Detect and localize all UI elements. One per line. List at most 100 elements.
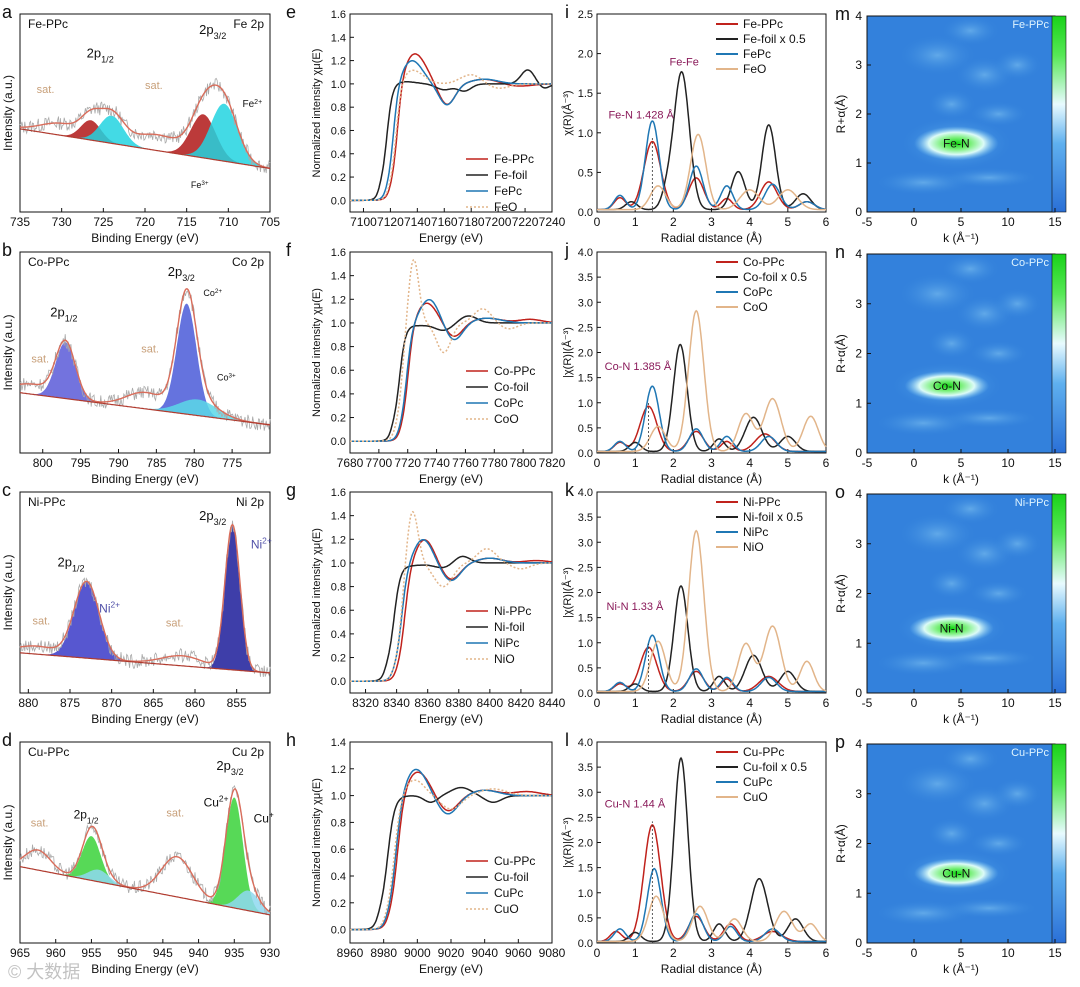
heatmap-texture [942, 648, 1037, 669]
x-tick-label: 3 [708, 946, 715, 960]
xps-peak-label: sat. [166, 807, 184, 819]
y-axis-label: |χ(R)|(Å⁻³) [561, 567, 574, 618]
panel-letter: a [2, 2, 13, 22]
x-tick-label: -5 [862, 456, 873, 470]
x-axis-label: Radial distance (Å) [661, 471, 762, 486]
x-tick-label: 8440 [539, 696, 566, 710]
y-tick-label: 1.0 [578, 398, 593, 410]
x-axis-label: Binding Energy (eV) [91, 231, 198, 245]
y-tick-label: 1.5 [578, 88, 593, 100]
x-tick-label: 930 [260, 946, 280, 960]
y-tick-label: 0.6 [331, 125, 346, 137]
y-tick-label: 0.8 [331, 102, 346, 114]
panel-j: 0 1 2 3 4 5 6 0.0 0.5 1.0 1.5 2.0 2.5 3.0 3.5 4.0 j Radia… [561, 240, 830, 486]
y-tick-label: 1 [855, 886, 862, 900]
ft-line-NiO [597, 529, 827, 693]
panel-h: 8960 8980 9000 9020 9040 9060 9080 0.0 0.2 0.4 0.6… [286, 730, 566, 976]
x-tick-label: 720 [135, 215, 155, 229]
x-tick-label: 0 [911, 696, 918, 710]
y-axis-label: Normalized intensity χμ(E) [311, 528, 323, 657]
x-tick-label: 6 [823, 946, 830, 960]
xanes-line-CoO [350, 258, 552, 442]
x-tick-label: 945 [153, 946, 173, 960]
legend-label: FeO [494, 200, 517, 214]
x-tick-label: 9000 [404, 946, 431, 960]
y-tick-label: 0.2 [331, 898, 346, 910]
y-tick-label: 0 [855, 686, 862, 700]
y-tick-label: 1.2 [331, 56, 346, 68]
xps-peak-label: 2p3/2 [168, 264, 195, 283]
x-tick-label: 7140 [404, 215, 431, 229]
y-axis-label: Normalized intensity χμ(E) [311, 49, 323, 178]
panel-e: 7100 7120 7140 7160 7180 7200 7220 7240 0.0 0.2 0.… [286, 2, 566, 245]
x-tick-label: 0 [911, 215, 918, 229]
heatmap-texture [928, 568, 976, 599]
panel-letter: n [835, 242, 845, 262]
heatmap-texture [970, 581, 1027, 606]
y-tick-label: 1.6 [331, 9, 346, 21]
legend-label: Cu-foil x 0.5 [743, 760, 807, 774]
x-tick-label: 8420 [508, 696, 535, 710]
legend-label: Fe-PPc [743, 17, 783, 31]
x-tick-label: 15 [1048, 696, 1062, 710]
x-tick-label: 1 [632, 946, 639, 960]
legend-label: Co-PPc [743, 255, 784, 269]
x-tick-label: 7160 [431, 215, 458, 229]
ft-annotation: Fe-N 1.428 Å [608, 109, 674, 122]
y-tick-label: 2.5 [578, 562, 593, 574]
xps-peak-label: 2p1/2 [58, 554, 85, 573]
x-tick-label: 730 [52, 215, 72, 229]
xanes-line-Cu-PPc [350, 771, 553, 931]
legend-label: Cu-PPc [494, 854, 535, 868]
heatmap-texture [942, 167, 1037, 188]
legend-label: CuPc [743, 775, 772, 789]
legend-label: FePc [494, 184, 522, 198]
y-axis-label: R+α(Å) [833, 95, 848, 134]
heatmap-texture [970, 341, 1027, 366]
panel-l: 0 1 2 3 4 5 6 0.0 0.5 1.0 1.5 2.0 2.5 3.0 3.5 4.0 l Radia… [561, 730, 830, 976]
xps-peak-label: Fe2+ [243, 99, 263, 111]
xps-peak-label: Ni2+ [99, 600, 120, 616]
xps-peak-fill [20, 525, 270, 673]
x-tick-label: 710 [218, 215, 238, 229]
y-tick-label: 2.5 [578, 812, 593, 824]
heatmap-sample-label: Ni-PPc [1015, 497, 1050, 509]
x-tick-label: 10 [1001, 456, 1015, 470]
x-tick-label: 705 [260, 215, 280, 229]
y-tick-label: 2 [855, 587, 862, 601]
x-tick-label: 5 [958, 456, 965, 470]
x-tick-label: 870 [102, 696, 122, 710]
x-tick-label: 875 [60, 696, 80, 710]
x-tick-label: 1 [632, 696, 639, 710]
x-tick-label: 715 [177, 215, 197, 229]
panel-i: 0 1 2 3 4 5 6 0.0 0.5 1.0 1.5 2.0 2.5 i Radial distanc… [561, 2, 830, 245]
x-tick-label: 8400 [476, 696, 503, 710]
x-tick-label: 800 [33, 456, 53, 470]
x-axis-label: Energy (eV) [419, 712, 483, 726]
panel-c: 880 875 870 865 860 855 c Ni-PPc Ni 2p Binding En… [1, 480, 272, 726]
legend-label: Co-PPc [494, 364, 535, 378]
heatmap-spot [904, 370, 990, 401]
panel-letter: f [286, 240, 292, 260]
y-tick-label: 1.6 [331, 247, 346, 259]
y-tick-label: 3.5 [578, 272, 593, 284]
xps-envelope [19, 288, 271, 426]
x-tick-label: 6 [823, 456, 830, 470]
ft-annotation: Co-N 1.385 Å [605, 360, 672, 373]
y-tick-label: 1.2 [331, 764, 346, 776]
y-tick-label: 4 [855, 247, 862, 261]
x-axis-label: Binding Energy (eV) [91, 962, 198, 976]
y-tick-label: 4.0 [578, 737, 593, 749]
y-tick-label: 1.0 [331, 318, 346, 330]
y-tick-label: 1.4 [331, 511, 346, 523]
y-tick-label: 2.5 [578, 9, 593, 21]
y-axis-label: χ(R)(Å⁻³) [561, 90, 574, 135]
ft-annotation: Cu-N 1.44 Å [605, 797, 666, 810]
xps-peak-label: Co3+ [217, 372, 236, 383]
x-axis-label: Energy (eV) [419, 962, 483, 976]
x-tick-label: 935 [224, 946, 244, 960]
xps-background [19, 652, 271, 674]
heatmap-texture [928, 89, 976, 119]
x-tick-label: 3 [708, 215, 715, 229]
